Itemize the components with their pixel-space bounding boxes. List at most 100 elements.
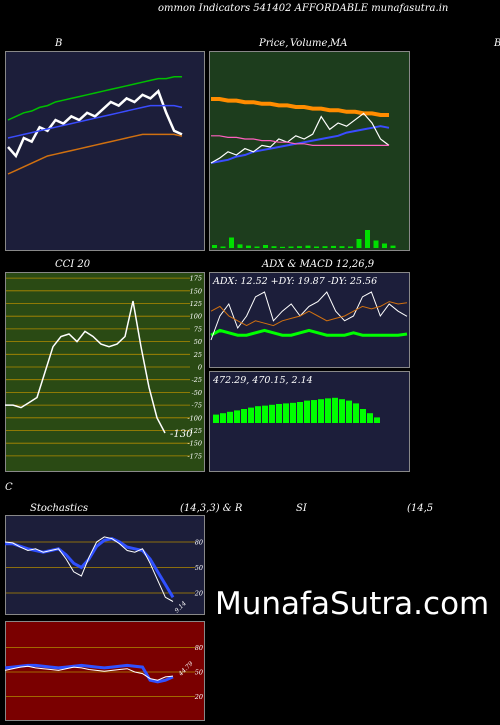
label-edge-left: C <box>5 482 13 493</box>
label-bb: B <box>55 38 63 49</box>
macd-bar <box>290 402 296 423</box>
cci-panel: 175 150 125 100 75 50 25 0 -25 -50 -75 -100 -125 -150… <box>5 272 205 472</box>
macd-bar <box>262 405 268 423</box>
cci-tick-label: 175 <box>190 275 202 283</box>
adx-readout: ADX: 12.52 +DY: 19.87 -DY: 25.56 <box>212 276 377 287</box>
volume-bar <box>382 243 387 248</box>
price-background <box>209 51 410 251</box>
macd-readout: 472.29, 470.15, 2.14 <box>212 375 313 386</box>
label-price-overlay: Volume, <box>290 38 331 49</box>
label-stoch-params: (14,3,3) & R <box>180 503 243 514</box>
cci-tick-label: -125 <box>187 427 202 435</box>
bollinger-line-2 <box>7 104 183 139</box>
cci-background <box>5 272 205 472</box>
macd-bar <box>283 403 289 423</box>
macd-bar <box>297 402 303 423</box>
bollinger-panel <box>5 51 205 251</box>
adx-line-0 <box>210 328 408 337</box>
label-cci: CCI 20 <box>55 259 91 270</box>
volume-bar <box>237 244 243 248</box>
stoch-tick-label: 20 <box>194 590 203 598</box>
macd-bar <box>213 414 219 423</box>
page-title: ommon Indicators 541402 AFFORDABLE munaf… <box>158 3 449 14</box>
volume-bar <box>356 239 362 248</box>
volume-bar <box>263 245 268 248</box>
stoch-line-1 <box>5 536 174 602</box>
label-si-params: (14,5 <box>407 503 434 514</box>
macd-bar <box>304 400 310 423</box>
macd-bar <box>227 411 233 423</box>
volume-bar <box>348 246 353 248</box>
price-panel <box>209 51 410 251</box>
cci-tick-label: -25 <box>192 376 202 384</box>
macd-bar <box>248 407 254 423</box>
macd-bar <box>234 410 240 423</box>
adx-panel: ADX: 12.52 +DY: 19.87 -DY: 25.56 <box>209 272 410 368</box>
volume-bar <box>314 246 319 248</box>
macd-bar <box>374 417 380 423</box>
cci-tick-label: 50 <box>194 338 202 346</box>
macd-bar <box>325 398 331 423</box>
cci-tick-label: -100 <box>187 414 202 422</box>
volume-bar <box>339 246 345 248</box>
cci-tick-label: 125 <box>190 300 202 308</box>
stoch-tick-label: 80 <box>195 539 203 547</box>
label-edge-right: B <box>494 38 500 49</box>
volume-bar <box>220 246 226 248</box>
adx-background <box>209 272 410 368</box>
macd-bar <box>276 403 282 423</box>
volume-bar <box>297 246 302 248</box>
macd-bar <box>339 399 345 423</box>
adx-line-1 <box>210 291 408 341</box>
bollinger-line-1 <box>7 76 182 121</box>
macd-bar <box>318 399 324 423</box>
macd-bar <box>269 404 275 423</box>
watermark: MunafaSutra.com <box>215 586 490 622</box>
rsi-line-1 <box>5 665 174 681</box>
cci-tick-label: -75 <box>192 402 202 410</box>
volume-bar <box>229 237 234 248</box>
cci-tick-label: 25 <box>193 351 202 359</box>
price-line-3 <box>211 135 389 147</box>
label-si: SI <box>296 503 307 514</box>
volume-bar <box>305 245 311 248</box>
cci-tick-label: -150 <box>187 440 202 448</box>
volume-bar <box>365 230 370 248</box>
macd-bar <box>311 400 317 423</box>
bollinger-line-3 <box>7 133 183 175</box>
cci-tick-label: 100 <box>190 313 202 321</box>
volume-bar <box>322 246 328 248</box>
volume-bar <box>280 246 285 248</box>
volume-bar <box>331 245 336 248</box>
macd-bar <box>367 413 373 423</box>
label-adx-macd: ADX & MACD 12,26,9 <box>262 259 375 270</box>
stoch-tick-label: 50 <box>195 564 203 572</box>
volume-bar <box>212 245 217 248</box>
cci-value-label: -130 <box>170 429 193 440</box>
cci-tick-label: 75 <box>194 325 202 333</box>
rsi-tick-label: 50 <box>195 669 203 677</box>
cci-tick-label: 0 <box>198 364 202 372</box>
macd-bar <box>332 397 338 423</box>
cci-tick-label: -50 <box>192 389 202 397</box>
price-line-0 <box>211 97 389 117</box>
adx-line-2 <box>210 301 408 327</box>
price-line-1 <box>210 125 390 164</box>
cci-tick-label: -175 <box>187 452 202 460</box>
macd-bar <box>360 409 366 423</box>
label-price: Price, <box>259 38 289 49</box>
label-ma: MA <box>330 38 348 49</box>
macd-bar <box>255 406 261 423</box>
macd-bar <box>353 403 359 423</box>
macd-bar <box>346 400 352 423</box>
cci-line <box>5 300 166 434</box>
rsi-background <box>5 621 205 721</box>
volume-bar <box>254 246 260 248</box>
macd-bar <box>241 409 247 423</box>
cci-tick-label: 150 <box>190 287 202 295</box>
macd-panel: 472.29, 470.15, 2.14 <box>209 371 410 472</box>
label-stochastics: Stochastics <box>30 503 88 514</box>
volume-bar <box>271 246 277 248</box>
